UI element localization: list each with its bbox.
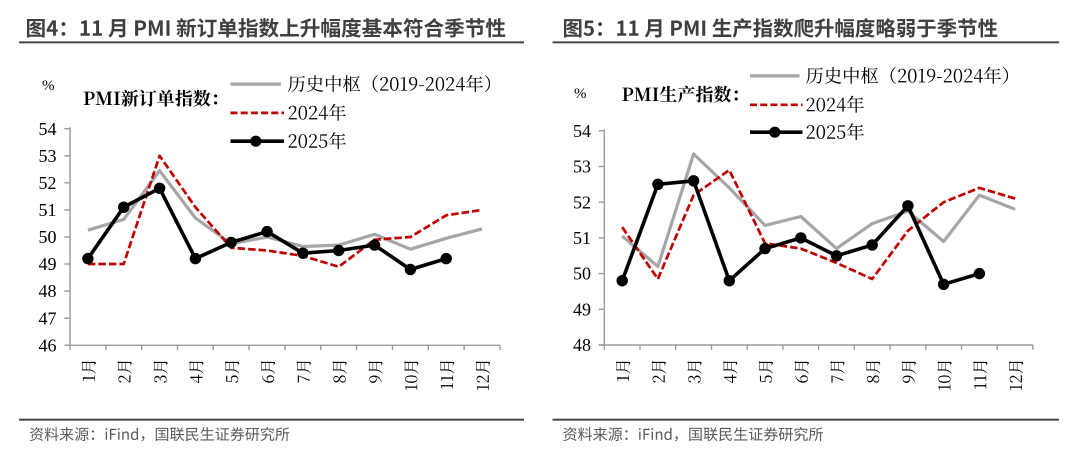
svg-text:50: 50 bbox=[573, 264, 591, 284]
svg-text:46: 46 bbox=[39, 335, 57, 355]
svg-text:%: % bbox=[42, 78, 55, 94]
svg-text:48: 48 bbox=[573, 335, 591, 355]
svg-text:49: 49 bbox=[39, 254, 57, 274]
svg-text:49: 49 bbox=[573, 299, 591, 319]
svg-text:53: 53 bbox=[573, 157, 591, 177]
svg-text:52: 52 bbox=[39, 173, 57, 193]
svg-text:%: % bbox=[574, 86, 587, 102]
svg-text:54: 54 bbox=[39, 119, 57, 139]
svg-text:50: 50 bbox=[39, 227, 57, 247]
svg-text:53: 53 bbox=[39, 146, 57, 166]
svg-text:52: 52 bbox=[573, 192, 591, 212]
svg-text:47: 47 bbox=[39, 308, 57, 328]
svg-text:51: 51 bbox=[573, 228, 591, 248]
svg-text:48: 48 bbox=[39, 281, 57, 301]
svg-text:54: 54 bbox=[573, 121, 591, 141]
svg-text:51: 51 bbox=[39, 200, 57, 220]
